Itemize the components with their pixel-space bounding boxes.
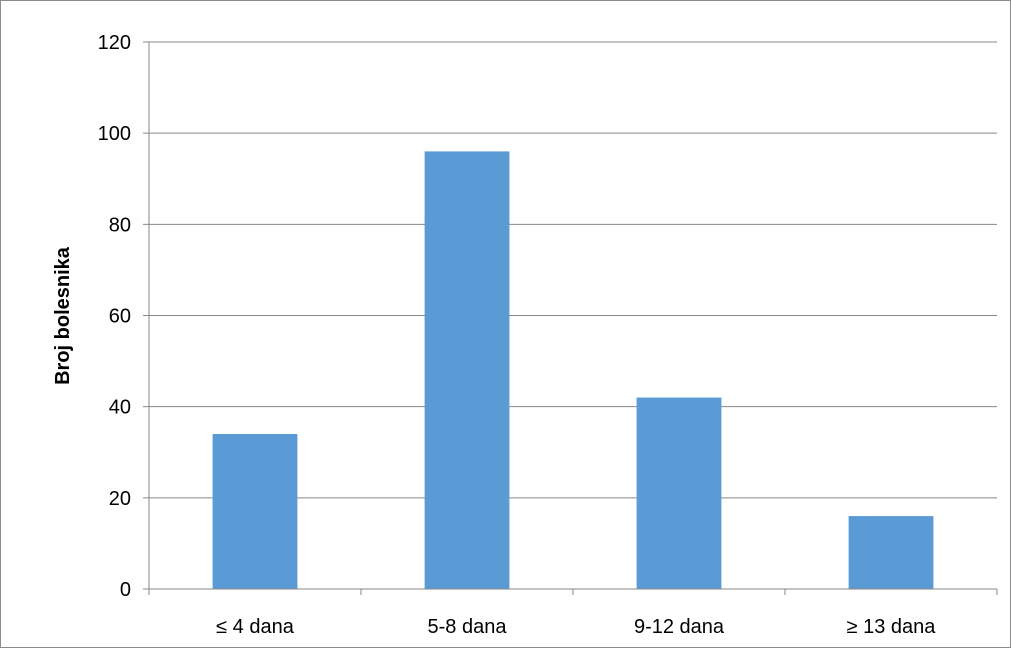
y-tick-label: 120 [98, 32, 131, 54]
y-tick-labels: 0 20 40 60 80 100 120 [98, 32, 131, 601]
x-tick-labels: ≤ 4 dana 5-8 dana 9-12 dana ≥ 13 dana [216, 616, 936, 638]
x-tick-label: ≥ 13 dana [847, 616, 937, 638]
y-tick-label: 80 [109, 214, 131, 236]
x-tick-label: 9-12 dana [634, 616, 725, 638]
x-tick-label: ≤ 4 dana [216, 616, 295, 638]
y-tick-label: 20 [109, 488, 131, 510]
y-tick-label: 100 [98, 123, 131, 145]
x-tick-label: 5-8 dana [428, 616, 508, 638]
bars [212, 151, 934, 589]
bar [424, 151, 510, 589]
axes [143, 41, 998, 595]
y-tick-label: 40 [109, 397, 131, 419]
bar [212, 434, 298, 589]
bar [636, 397, 722, 589]
y-axis-title: Broj bolesnika [52, 246, 74, 385]
bar [848, 516, 934, 589]
gridlines [149, 41, 997, 499]
y-tick-label: 0 [120, 579, 131, 601]
y-tick-label: 60 [109, 306, 131, 328]
